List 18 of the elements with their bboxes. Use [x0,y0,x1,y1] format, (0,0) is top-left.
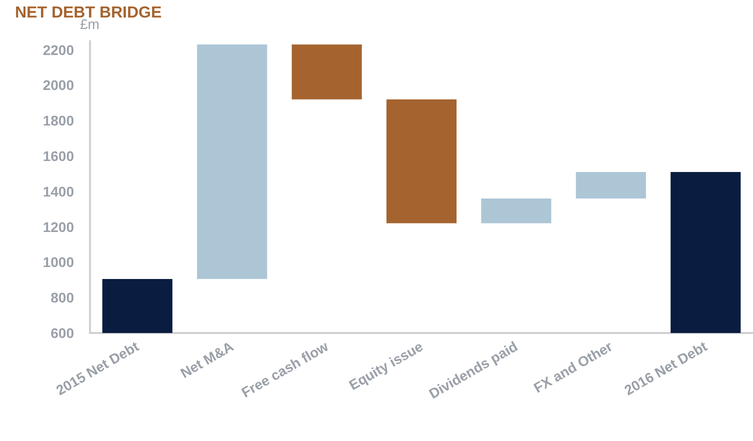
bar [386,99,457,224]
x-tick-label: Free cash flow [238,338,331,401]
bar [576,172,646,199]
bar [197,44,268,280]
y-tick-label: 2000 [42,77,74,94]
y-tick-label: 1200 [42,218,74,235]
y-tick-label: 1600 [42,148,74,164]
x-tick-label: Net M&A [178,338,236,382]
y-tick-label: 1400 [42,183,74,200]
x-tick-label: 2016 Net Debt [622,338,710,398]
y-tick-label: 1800 [42,112,74,129]
bar [481,198,552,224]
y-axis-title: £m [80,16,100,32]
x-tick-label: FX and Other [530,338,616,396]
y-tick-label: 1000 [42,254,74,270]
y-tick-label: 2200 [42,42,74,58]
y-tick-label: 800 [50,290,74,306]
bar [292,44,362,100]
